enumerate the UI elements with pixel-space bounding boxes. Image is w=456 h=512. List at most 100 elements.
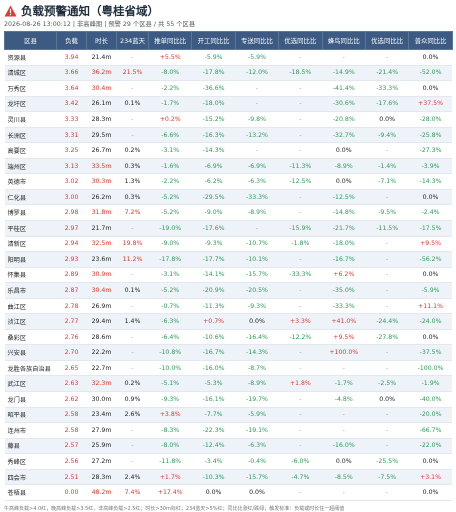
value-cell: 3.33	[56, 111, 87, 128]
value-cell: -5.9%	[408, 282, 453, 299]
value-cell: -2.5%	[365, 375, 409, 393]
value-cell: -15.9%	[278, 220, 323, 237]
value-cell: 23.6m	[86, 251, 117, 268]
value-cell: -	[365, 236, 409, 253]
column-header: 区县	[4, 31, 57, 50]
value-cell: +3.8%	[148, 407, 192, 424]
district-cell: 藤县	[4, 438, 57, 455]
value-cell: -	[365, 407, 409, 424]
value-cell: -	[278, 298, 323, 315]
value-cell: -33.3%	[235, 189, 279, 206]
value-cell: 30.3m	[86, 173, 117, 190]
value-cell: -14.3%	[235, 344, 279, 361]
value-cell: 3.25	[56, 142, 87, 159]
value-cell: -	[116, 329, 149, 346]
value-cell: -6.6%	[148, 127, 192, 144]
value-cell: -	[278, 484, 323, 501]
district-cell: 英德市	[4, 173, 57, 190]
table-row: 平桂区 2.97 21.7m - -19.0% -17.6% - -15.9% -21.7% -1…	[4, 220, 453, 237]
value-cell: +6.2%	[322, 267, 366, 284]
value-cell: 0.0%	[322, 453, 366, 470]
value-cell: -8.0%	[148, 438, 192, 455]
value-cell: 29.4m	[86, 313, 117, 330]
value-cell: -	[322, 407, 366, 424]
value-cell: 0.3%	[116, 158, 149, 175]
table-row: 灵川县 3.33 28.3m - +0.2% -15.2% -9.8% - -20.8% 0.0%…	[4, 111, 453, 128]
value-cell: -20.5%	[235, 282, 279, 299]
column-header: 普众同比比	[408, 31, 453, 50]
value-cell: -8.9%	[322, 158, 366, 175]
value-cell: -	[278, 49, 323, 66]
value-cell: -9.0%	[191, 204, 236, 222]
value-cell: +37.5%	[408, 96, 453, 113]
value-cell: -1.7%	[322, 375, 366, 393]
value-cell: 30.9m	[86, 267, 117, 284]
column-header: 开工同比比	[191, 31, 236, 50]
value-cell: 32.5m	[86, 236, 117, 253]
table-row: 龙胜各族自治县 2.65 22.7m - -10.0% -16.0% -8.7% - - - -10…	[4, 360, 453, 377]
value-cell: 48.2m	[86, 484, 117, 501]
district-cell: 昭平县	[4, 407, 57, 424]
value-cell: -5.2%	[148, 282, 192, 299]
value-cell: -24.0%	[408, 313, 453, 330]
value-cell: -	[278, 96, 323, 113]
value-cell: -13.2%	[235, 127, 279, 144]
value-cell: -12.5%	[278, 173, 323, 190]
district-cell: 平桂区	[4, 220, 57, 237]
value-cell: -2.2%	[148, 80, 192, 97]
value-cell: -17.5%	[408, 220, 453, 237]
value-cell: -	[116, 438, 149, 455]
value-cell: -	[278, 344, 323, 361]
district-cell: 龙门县	[4, 391, 57, 408]
value-cell: +3.1%	[408, 469, 453, 486]
table-row: 万秀区 3.64 30.4m - -2.2% -36.6% - - -41.4% -33.3% 0.…	[4, 80, 453, 97]
value-cell: 0.0%	[408, 267, 453, 284]
value-cell: -11.5%	[365, 220, 409, 237]
value-cell: 2.78	[56, 298, 87, 315]
value-cell: 26.1m	[86, 96, 117, 113]
value-cell: -20.9%	[191, 282, 236, 299]
value-cell: -9.3%	[235, 298, 279, 315]
value-cell: -30.6%	[322, 96, 366, 113]
value-cell: 3.02	[56, 173, 87, 190]
value-cell: -8.9%	[235, 375, 279, 393]
value-cell: 3.66	[56, 65, 87, 82]
district-cell: 龙胜各族自治县	[4, 360, 57, 377]
value-cell: 0.0%	[322, 142, 366, 159]
value-cell: 2.76	[56, 329, 87, 346]
district-cell: 博罗县	[4, 204, 57, 222]
value-cell: -	[278, 189, 323, 206]
value-cell: -	[116, 80, 149, 97]
value-cell: -	[365, 282, 409, 299]
value-cell: 0.0%	[408, 189, 453, 206]
value-cell: -11.3%	[278, 158, 323, 175]
value-cell: -	[278, 204, 323, 222]
value-cell: 28.3m	[86, 469, 117, 486]
value-cell: -10.7%	[235, 236, 279, 253]
value-cell: -29.5%	[191, 189, 236, 206]
value-cell: -5.2%	[148, 189, 192, 206]
value-cell: -17.8%	[148, 251, 192, 268]
district-cell: 武江区	[4, 375, 57, 393]
value-cell: -35.0%	[322, 282, 366, 299]
district-cell: 长洲区	[4, 127, 57, 144]
value-cell: -27.3%	[408, 142, 453, 159]
value-cell: -17.6%	[365, 96, 409, 113]
table-row: 资源县 3.94 21.4m - +5.5% -5.9% -5.9% - - -0.0%	[4, 49, 453, 66]
value-cell: +9.5%	[408, 236, 453, 253]
value-cell: -9.5%	[365, 204, 409, 222]
value-cell: -14.8%	[322, 204, 366, 222]
value-cell: 2.94	[56, 236, 87, 253]
table-row: 博罗县 2.98 31.8m 7.2% -5.2% -9.0% -8.9% - -14.8% -9…	[4, 204, 453, 222]
value-cell: 7.2%	[116, 204, 149, 222]
value-cell: +41.0%	[322, 313, 366, 330]
value-cell: -	[116, 344, 149, 361]
value-cell: -52.0%	[408, 65, 453, 82]
value-cell: -	[278, 422, 323, 439]
value-cell: 27.9m	[86, 422, 117, 439]
value-cell: -20.0%	[408, 407, 453, 424]
value-cell: -14.9%	[322, 65, 366, 82]
value-cell: 2.93	[56, 251, 87, 268]
value-cell: -7.1%	[365, 173, 409, 190]
